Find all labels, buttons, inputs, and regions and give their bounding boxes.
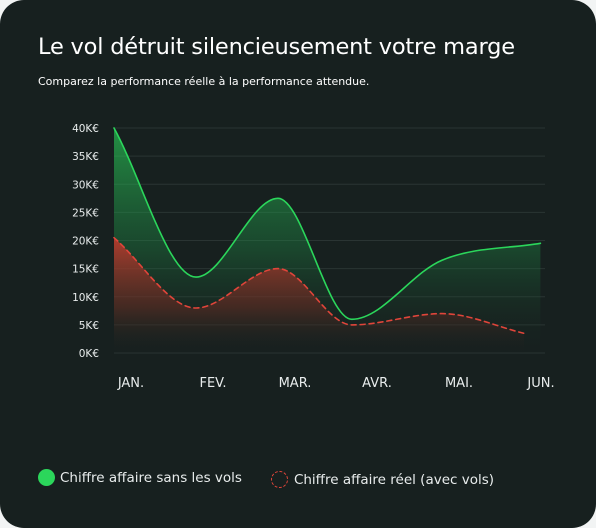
series-actual-area	[114, 237, 524, 353]
y-tick-label: 20K€	[72, 236, 99, 248]
y-tick-label: 40K€	[72, 123, 99, 135]
y-tick-label: 0K€	[79, 348, 99, 360]
series-without-theft-line	[113, 127, 542, 321]
y-tick-label: 25K€	[72, 207, 99, 219]
y-tick-label: 15K€	[72, 264, 99, 276]
legend-swatch-red-dashed	[270, 471, 288, 488]
chart-title: Le vol détruit silencieusement votre mar…	[38, 34, 515, 60]
legend-item-without-theft[interactable]: Chiffre affaire sans les vols	[38, 469, 242, 486]
series-without-theft-area	[114, 128, 541, 353]
y-tick-label: 30K€	[72, 179, 99, 191]
legend-swatch-green	[38, 469, 55, 486]
x-tick-label: FEV.	[199, 376, 226, 391]
y-tick-label: 5K€	[79, 320, 99, 332]
x-tick-label: AVR.	[362, 376, 392, 391]
series-actual-line	[113, 236, 525, 335]
legend-label-actual: Chiffre affaire réel (avec vols)	[293, 471, 495, 488]
legend-item-actual[interactable]: Chiffre affaire réel (avec vols)	[270, 471, 495, 488]
x-tick-label: MAR.	[279, 376, 312, 391]
x-tick-label: JAN.	[117, 376, 144, 391]
chart-legend: Chiffre affaire sans les vols Chiffre af…	[38, 467, 494, 488]
x-tick-label: JUN.	[526, 376, 554, 391]
x-tick-label: MAI.	[445, 376, 473, 391]
chart-subtitle: Comparez la performance réelle à la perf…	[38, 75, 370, 88]
legend-label-without-theft: Chiffre affaire sans les vols	[60, 469, 242, 486]
y-tick-label: 10K€	[72, 292, 99, 304]
y-tick-label: 35K€	[72, 151, 99, 163]
